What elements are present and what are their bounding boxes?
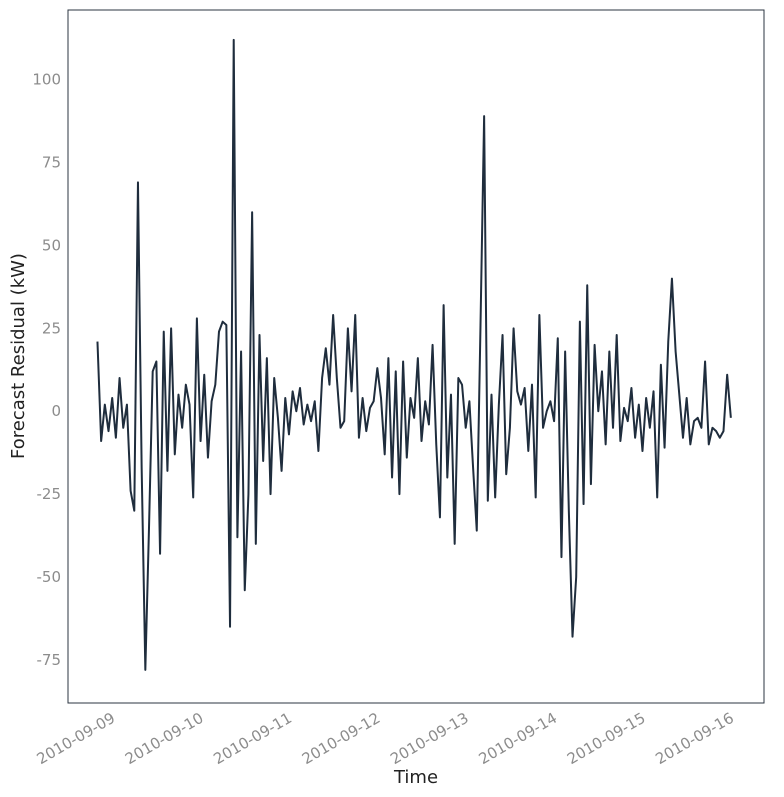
x-tick-label: 2010-09-16 [652, 709, 737, 768]
y-tick-label: -75 [37, 651, 62, 669]
y-tick-label: 100 [32, 71, 61, 89]
x-tick-label: 2010-09-13 [387, 709, 472, 768]
x-tick-label: 2010-09-11 [210, 709, 295, 768]
data-line [96, 38, 732, 671]
y-tick-label: 0 [51, 402, 61, 420]
y-tick-label: 75 [42, 154, 61, 172]
y-axis-label: Forecast Residual (kW) [8, 253, 29, 459]
y-tick-label: 25 [42, 319, 61, 337]
x-tick-label: 2010-09-12 [299, 709, 384, 768]
y-tick-label: -50 [37, 568, 62, 586]
x-tick-label: 2010-09-14 [476, 709, 561, 768]
x-tick-label: 2010-09-09 [34, 709, 119, 768]
y-tick-label: 50 [42, 236, 61, 254]
y-tick-label: -25 [37, 485, 62, 503]
x-tick-label: 2010-09-10 [122, 709, 207, 768]
x-tick-label: 2010-09-15 [564, 709, 649, 768]
plot-frame [67, 9, 765, 704]
x-axis-label: Time [393, 767, 438, 788]
